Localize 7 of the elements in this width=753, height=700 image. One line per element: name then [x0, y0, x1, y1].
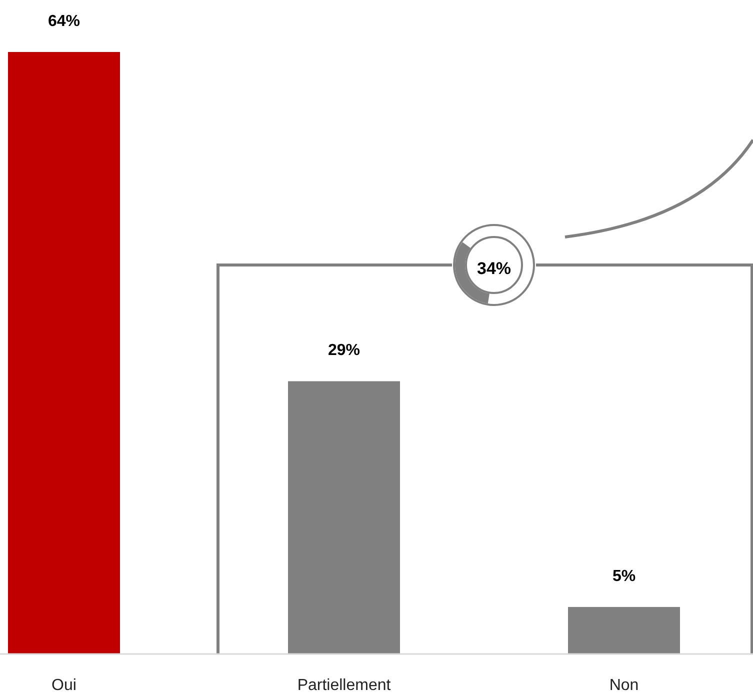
- annotation: 34%: [476, 259, 512, 278]
- data-label: 64%: [48, 13, 80, 30]
- data-label: 29%: [328, 342, 360, 360]
- x-tick-label: Non: [609, 677, 639, 694]
- data-label: 5%: [612, 568, 636, 585]
- x-tick-label: Partiellement: [297, 677, 392, 694]
- x-tick-label: Oui: [52, 677, 76, 694]
